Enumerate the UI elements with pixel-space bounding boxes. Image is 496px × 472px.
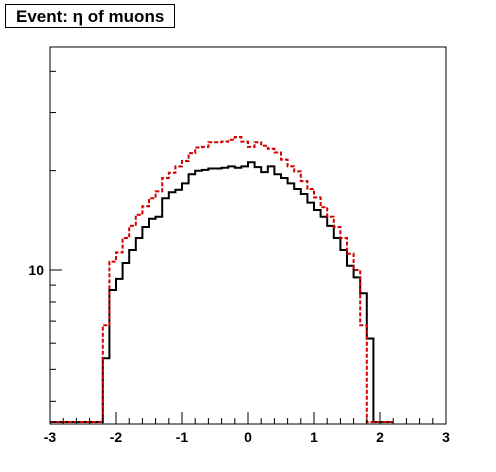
x-tick-label: 0 (244, 429, 252, 445)
plot-frame (49, 46, 447, 425)
x-tick-label: -1 (176, 429, 189, 445)
x-tick-label: 3 (442, 429, 450, 445)
x-tick-label: 2 (376, 429, 384, 445)
x-tick-label: 1 (310, 429, 318, 445)
histogram-series-1 (50, 161, 394, 423)
y-tick-label: 10 (28, 262, 44, 278)
chart-title: Event: η of muons (5, 4, 176, 28)
histogram-series-2 (50, 136, 394, 423)
x-tick-label: -2 (110, 429, 123, 445)
x-tick-label: -3 (44, 429, 57, 445)
